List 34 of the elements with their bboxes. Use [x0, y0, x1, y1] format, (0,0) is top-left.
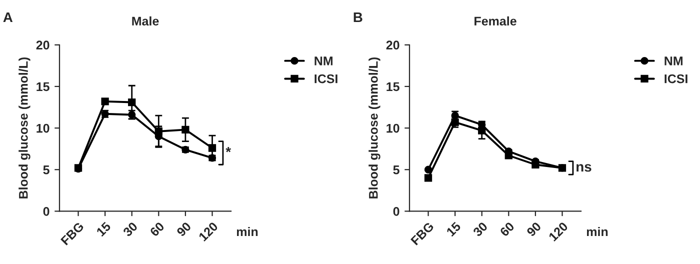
x-tick-label: 90: [526, 222, 542, 237]
x-axis-title: min: [236, 226, 258, 236]
legend-label: NM: [664, 56, 682, 66]
text: B: [354, 12, 362, 22]
text: A: [3, 12, 13, 22]
chart-title: Female: [474, 16, 516, 26]
x-tick-label: 120: [198, 222, 218, 242]
x-tick-label: 15: [446, 221, 462, 237]
x-tick-label: 30: [122, 222, 138, 238]
y-tick-label: 5: [43, 166, 50, 174]
y-tick-label: 15: [386, 82, 400, 92]
y-tick-label: 10: [386, 124, 400, 133]
annotation: *: [226, 147, 232, 152]
y-axis-title: Blood glucose (mmol/L): [18, 57, 30, 198]
annotation: ns: [576, 164, 592, 172]
y-tick-label: 5: [393, 166, 400, 174]
y-tick-label: 20: [386, 40, 400, 50]
x-tick-label: 90: [176, 222, 192, 237]
y-tick-label: 0: [393, 207, 400, 216]
y-tick-label: 10: [36, 124, 50, 133]
x-tick-label: 60: [499, 222, 515, 237]
x-tick-label: 15: [96, 221, 112, 237]
x-axis-title: min: [586, 226, 608, 236]
x-tick-label: 30: [472, 222, 488, 238]
legend-label: ICSI: [314, 74, 338, 84]
y-tick-label: 20: [36, 40, 50, 50]
y-tick-label: 0: [43, 207, 50, 216]
legend-label: NM: [314, 56, 332, 66]
y-tick-label: 15: [36, 82, 50, 92]
legend-label: ICSI: [664, 74, 688, 84]
y-axis-title: Blood glucose (mmol/L): [368, 57, 380, 198]
x-tick-label: 120: [548, 222, 568, 242]
chart-title: Male: [132, 16, 159, 26]
x-tick-label: 60: [149, 222, 165, 237]
